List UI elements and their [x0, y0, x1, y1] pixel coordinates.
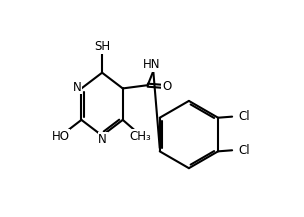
- Text: N: N: [73, 81, 82, 94]
- Text: Cl: Cl: [239, 144, 250, 157]
- Text: Cl: Cl: [239, 110, 250, 123]
- Text: N: N: [98, 133, 107, 146]
- Text: HO: HO: [52, 130, 70, 143]
- Text: SH: SH: [94, 40, 110, 53]
- Text: O: O: [162, 80, 171, 93]
- Text: HN: HN: [143, 58, 161, 71]
- Text: CH₃: CH₃: [129, 130, 151, 143]
